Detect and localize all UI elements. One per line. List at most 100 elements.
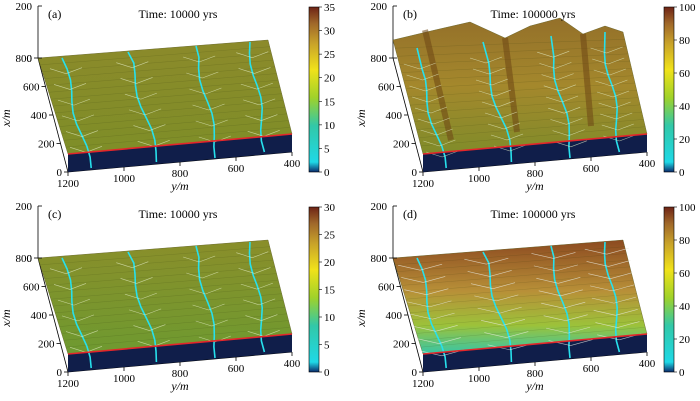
x-axis-label: x/m (354, 309, 368, 328)
colorbar-tick-label: 80 (679, 235, 691, 247)
tributary-right (136, 77, 153, 84)
tributary-left (531, 253, 554, 259)
z-tick-label: 200 (16, 201, 33, 213)
tributary-left (189, 88, 206, 95)
mesh-line (418, 119, 644, 138)
x-tick-label: 0 (57, 167, 63, 179)
y-tick-label: 600 (228, 163, 245, 175)
tributary-right (140, 92, 157, 100)
channel-line (416, 47, 447, 169)
tributary-left (490, 134, 508, 141)
channel-line (61, 57, 92, 169)
tributary-right (432, 312, 455, 320)
ridge-shade (502, 37, 520, 133)
tributary-right (199, 255, 216, 263)
tributary-right (555, 264, 578, 272)
tributary-right (140, 292, 157, 300)
y-tick-label: 1200 (412, 378, 435, 390)
tributary-left (481, 101, 499, 108)
mesh-line (42, 253, 272, 272)
tributary-left (584, 248, 607, 255)
tributary-right (616, 112, 633, 120)
panel-title: Time: 100000 yrs (491, 7, 576, 21)
tributary-right (506, 133, 524, 141)
tributary-left (61, 315, 79, 322)
x-tick-label: 200 (38, 339, 55, 351)
tributary-left (245, 315, 262, 321)
tributary-right (208, 103, 225, 111)
tributary-right (485, 56, 503, 64)
tributary-right (509, 144, 527, 152)
tributary-left (238, 68, 255, 74)
panel-title: Time: 10000 yrs (139, 207, 218, 221)
tributary-right (252, 251, 269, 258)
water-strip (423, 334, 647, 372)
tributary-right (608, 260, 631, 267)
colorbar-tick-label: 25 (324, 49, 336, 61)
tributary-right (561, 95, 579, 103)
tributary-right (69, 83, 87, 90)
tributary-right (608, 57, 625, 65)
tributary-right (606, 46, 623, 54)
tributary-left (548, 340, 571, 346)
tributary-right (491, 78, 509, 86)
x-tick-label: 0 (412, 167, 418, 179)
tributary-left (538, 290, 561, 297)
tributary-left (543, 315, 566, 321)
ridge-shade (422, 29, 454, 141)
colorbar-tick-label: 80 (679, 35, 691, 47)
tributary-right (488, 67, 506, 75)
tributary-left (57, 99, 75, 106)
channel-line (550, 245, 571, 359)
colorbar (663, 206, 675, 373)
tributary-left (592, 58, 609, 65)
tributary-right (259, 298, 276, 306)
x-tick-label: 400 (386, 110, 403, 122)
tributary-left (412, 96, 429, 103)
tributary-right (81, 330, 99, 337)
tributary-right (254, 267, 271, 274)
tributary-left (186, 72, 203, 79)
tributary-right (438, 337, 461, 344)
tributary-left (586, 261, 609, 267)
tributary-left (464, 258, 487, 265)
tributary-right (560, 289, 583, 297)
tributary-left (591, 297, 614, 304)
tributary-right (614, 101, 631, 109)
tributary-right (559, 84, 576, 92)
mesh-line (407, 82, 636, 98)
mesh-line (48, 273, 277, 293)
colorbar-tick-label: 20 (679, 334, 691, 346)
tributary-left (49, 68, 67, 75)
tributary-right (254, 67, 271, 74)
colorbar-tick-label: 5 (324, 340, 330, 352)
shoreline (67, 133, 293, 155)
mesh-line (416, 313, 642, 334)
tributary-left (474, 295, 497, 302)
tributary-right (609, 68, 626, 76)
tributary-left (61, 115, 79, 122)
tributary-right (199, 55, 216, 63)
mesh-line (418, 320, 644, 341)
mesh-line (412, 97, 639, 114)
mesh-line (57, 300, 284, 320)
tributary-right (81, 130, 99, 137)
mesh-line (55, 93, 282, 114)
mesh-line (412, 300, 639, 320)
tributary-right (503, 122, 521, 130)
tributary-right (486, 257, 509, 265)
tributary-left (129, 309, 146, 316)
y-tick-label: 800 (172, 168, 189, 180)
tributary-left (192, 304, 209, 311)
mesh-line (46, 66, 275, 86)
mesh-line (420, 327, 646, 348)
colorbar-tick-label: 0 (324, 367, 330, 379)
z-tick-label: 200 (16, 1, 33, 13)
tributary-right (435, 325, 458, 332)
tributary-left (186, 272, 203, 279)
channel-line (603, 31, 621, 153)
mesh-line (63, 120, 289, 141)
tributary-right (612, 284, 635, 292)
z-tick-label: 0 (27, 253, 33, 265)
